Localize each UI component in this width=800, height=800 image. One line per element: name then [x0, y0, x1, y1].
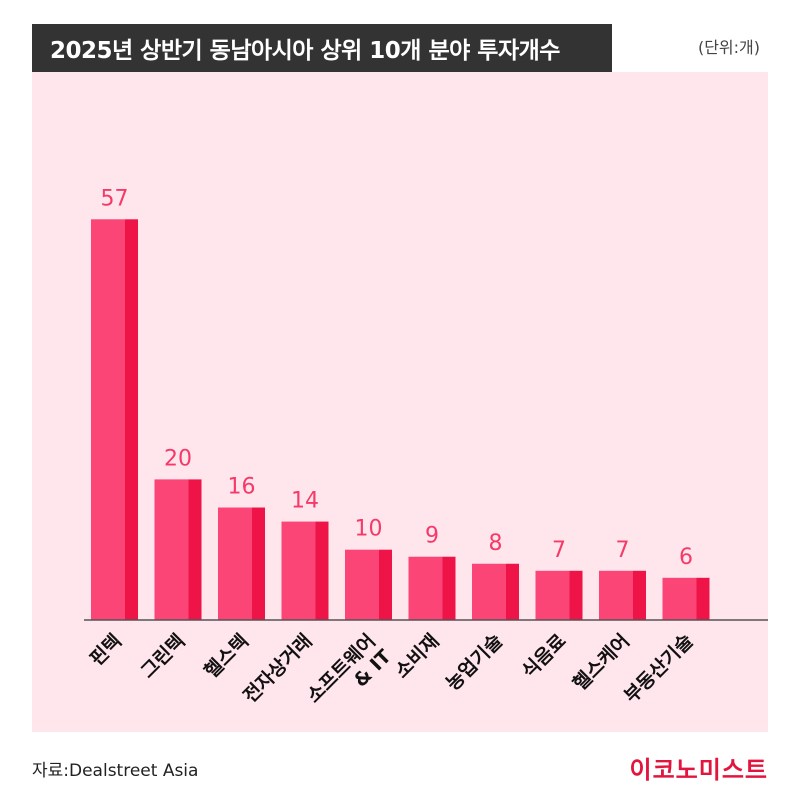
data-label: 10: [355, 517, 383, 542]
bar: [472, 563, 506, 620]
bar-group: 20 그린텍: [137, 446, 202, 683]
bar: [281, 521, 316, 620]
bar: [662, 577, 697, 620]
chart-panel: 57 핀텍 20 그린텍 16 헬스텍 14 전자상거래 10 소프트웨어& IT 9 소비재 8 농업기…: [32, 72, 768, 732]
bar-group: 7 식음료: [518, 538, 583, 683]
category-label: 그린텍: [137, 630, 190, 683]
data-label: 20: [164, 446, 192, 471]
bar-side: [506, 563, 519, 620]
category-label: 핀텍: [86, 630, 126, 670]
data-label: 9: [425, 524, 439, 549]
bar-side: [442, 556, 456, 620]
category-label: 식음료: [518, 630, 571, 683]
category-label: 부동산기술: [620, 630, 697, 707]
bar-group: 9 소비재: [391, 524, 456, 683]
data-label: 7: [552, 538, 566, 563]
bar: [154, 479, 189, 620]
category-label: 헬스케어: [569, 630, 634, 695]
bar-side: [125, 219, 138, 621]
bar-side: [315, 521, 329, 620]
data-label: 16: [228, 475, 256, 500]
bar: [599, 570, 633, 620]
bar: [345, 549, 379, 620]
data-label: 14: [291, 489, 319, 514]
bar-side: [379, 549, 392, 620]
bar-chart: 57 핀텍 20 그린텍 16 헬스텍 14 전자상거래 10 소프트웨어& IT 9 소비재 8 농업기…: [84, 186, 768, 723]
source-note: 자료:Dealstreet Asia: [32, 761, 199, 781]
category-label: 전자상거래: [239, 630, 316, 707]
category-label: 농업기술: [442, 630, 507, 695]
bar-group: 57 핀텍: [86, 186, 138, 670]
bar-side: [569, 570, 583, 620]
bar-group: 16 헬스텍: [200, 475, 265, 683]
data-label: 8: [489, 531, 503, 556]
data-label: 6: [679, 545, 693, 570]
unit-label: (단위:개): [697, 38, 760, 57]
brand-logo: 이코노미스트: [629, 756, 768, 784]
chart-title: 2025년 상반기 동남아시아 상위 10개 분야 투자개수: [32, 24, 612, 72]
category-label: 소비재: [391, 630, 444, 683]
bar: [408, 556, 443, 620]
bar: [218, 507, 252, 620]
category-label: 헬스텍: [200, 630, 253, 683]
bar-side: [633, 570, 646, 620]
bar-group: 6 부동산기술: [620, 545, 710, 707]
bar-side: [696, 577, 710, 620]
bar-side: [188, 479, 202, 620]
bar-side: [252, 507, 265, 620]
bar: [535, 570, 570, 620]
bar: [91, 219, 125, 621]
category-label: 소프트웨어& IT: [303, 630, 396, 723]
data-label: 7: [616, 538, 630, 563]
data-label: 57: [101, 186, 129, 211]
